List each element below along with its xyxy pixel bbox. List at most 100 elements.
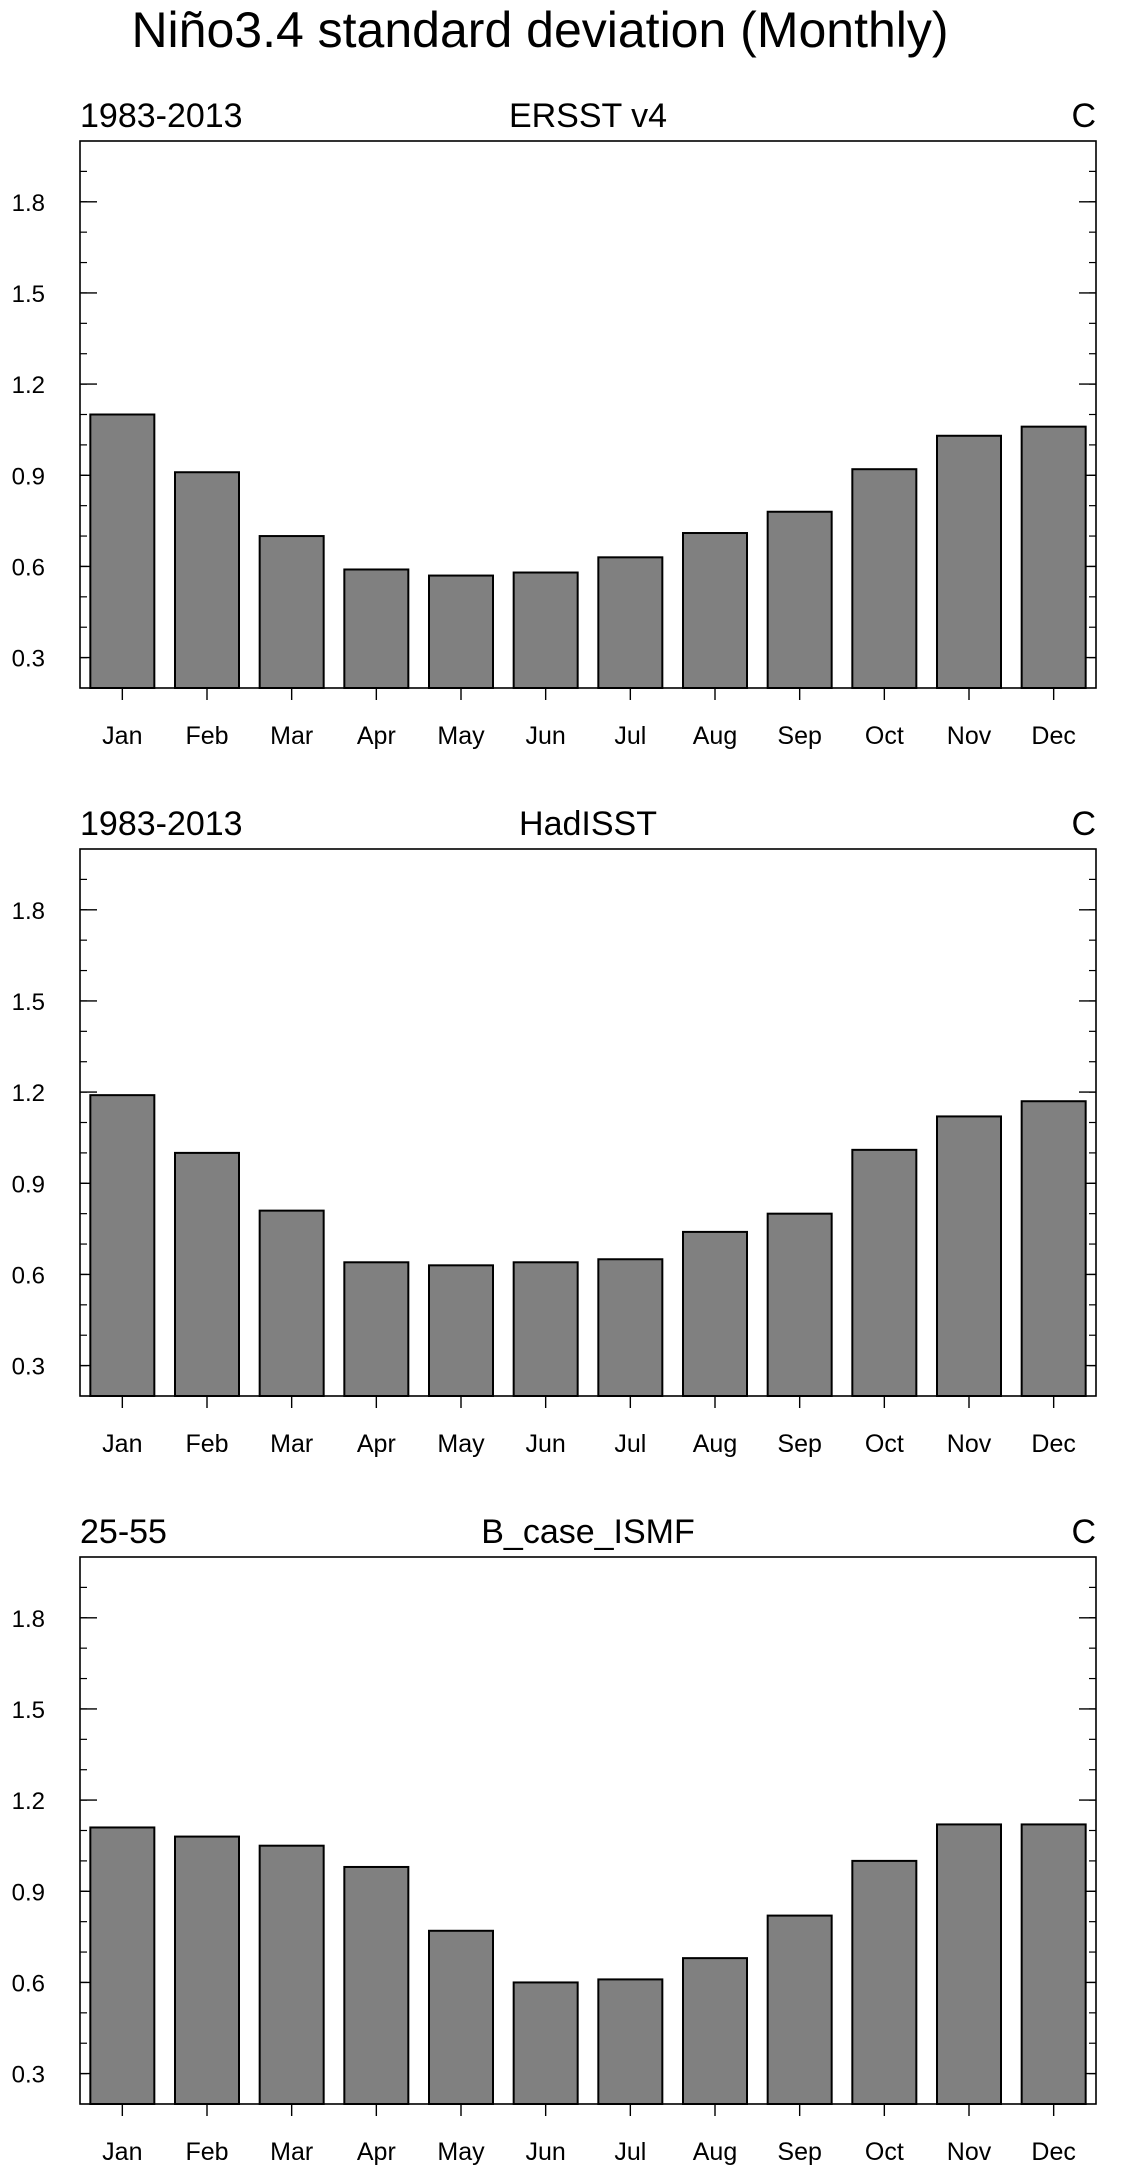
bar-jun [512, 1261, 579, 1398]
bar-dec [1020, 425, 1087, 689]
x-tick-label: Jan [102, 1430, 142, 1458]
bar-oct [851, 468, 918, 690]
bar-nov [936, 1823, 1002, 2106]
bar-dec [1020, 1100, 1087, 1397]
panel-units-label: C [1071, 805, 1096, 843]
y-tick-label: 1.2 [12, 1788, 45, 1815]
bar-oct [851, 1859, 918, 2106]
y-tick-label: 0.9 [12, 1171, 45, 1198]
plot-frame [79, 1556, 1097, 2105]
bar-feb [174, 1151, 240, 1398]
x-tick-label: Jan [102, 722, 142, 750]
bar-jun [512, 571, 579, 689]
x-tick-label: Jul [614, 2138, 646, 2166]
y-tick-label: 1.5 [12, 989, 45, 1016]
x-tick-label: Mar [270, 722, 313, 750]
y-tick-label: 0.3 [12, 2062, 45, 2089]
y-tick-label: 0.3 [12, 1354, 45, 1381]
y-tick-label: 1.2 [12, 1080, 45, 1107]
x-tick-label: May [437, 1430, 485, 1458]
x-tick-label: Oct [865, 1430, 904, 1458]
x-tick-label: Nov [947, 1430, 992, 1458]
x-tick-label: Dec [1031, 1430, 1075, 1458]
x-tick-label: Feb [185, 2138, 228, 2166]
bar-dec [1020, 1823, 1087, 2106]
bar-jun [512, 1981, 579, 2106]
x-tick-label: May [437, 722, 485, 750]
x-tick-label: Oct [865, 722, 904, 750]
bar-apr [343, 568, 410, 690]
x-tick-label: Mar [270, 1430, 313, 1458]
y-tick-label: 0.6 [12, 1970, 45, 1997]
y-tick-label: 1.2 [12, 372, 45, 399]
bar-sep [766, 510, 833, 689]
x-tick-label: Aug [693, 1430, 737, 1458]
bar-mar [258, 535, 325, 689]
bar-jan [89, 1826, 156, 2105]
figure-title: Niño3.4 standard deviation (Monthly) [131, 2, 948, 58]
bar-aug [682, 1230, 748, 1398]
panel-units-label: C [1071, 1513, 1096, 1551]
y-tick-label: 0.9 [12, 463, 45, 490]
x-tick-label: Mar [270, 2138, 313, 2166]
x-tick-label: Dec [1031, 722, 1075, 750]
x-tick-label: Jun [526, 1430, 566, 1458]
x-tick-label: May [437, 2138, 485, 2166]
bar-aug [682, 532, 748, 689]
x-tick-label: Feb [185, 1430, 228, 1458]
bar-jan [89, 1094, 156, 1398]
y-tick-label: 0.6 [12, 1262, 45, 1289]
x-tick-label: Sep [777, 722, 821, 750]
y-tick-label: 0.6 [12, 554, 45, 581]
bar-feb [174, 1835, 240, 2105]
bar-apr [343, 1261, 410, 1398]
x-tick-label: Jul [614, 722, 646, 750]
bar-may [428, 1264, 494, 1397]
x-tick-label: Aug [693, 2138, 737, 2166]
panel-title: HadISST [519, 805, 657, 843]
x-tick-label: Nov [947, 2138, 992, 2166]
panel-units-label: C [1071, 97, 1096, 135]
y-tick-label: 0.3 [12, 646, 45, 673]
plot-frame [79, 848, 1097, 1397]
x-tick-label: Aug [693, 722, 737, 750]
x-tick-label: Sep [777, 2138, 821, 2166]
x-tick-label: Sep [777, 1430, 821, 1458]
y-tick-label: 1.8 [12, 1606, 45, 1633]
bar-jul [597, 1978, 664, 2105]
bar-jul [597, 1258, 664, 1397]
y-tick-label: 0.9 [12, 1879, 45, 1906]
bar-oct [851, 1148, 918, 1397]
x-tick-label: Oct [865, 2138, 904, 2166]
panel-left-label: 1983-2013 [80, 97, 243, 135]
bar-nov [936, 1115, 1002, 1398]
bar-apr [343, 1865, 410, 2106]
y-tick-label: 1.8 [12, 190, 45, 217]
bar-feb [174, 471, 240, 689]
x-tick-label: Apr [357, 722, 396, 750]
panel-left-label: 1983-2013 [80, 805, 243, 843]
y-tick-label: 1.5 [12, 1697, 45, 1724]
x-tick-label: Jun [526, 722, 566, 750]
chart-panel-1: 1983-2013 ERSST v4 C 0.3 0.6 0.9 1.2 1.5 1.8 Jan F… [12, 97, 1097, 750]
y-tick-label: 1.8 [12, 898, 45, 925]
x-tick-label: Feb [185, 722, 228, 750]
bar-may [428, 574, 494, 689]
bar-sep [766, 1212, 833, 1397]
bar-mar [258, 1844, 325, 2105]
chart-panels: 1983-2013 ERSST v4 C 0.3 0.6 0.9 1.2 1.5 1.8 Jan F… [12, 97, 1097, 2166]
bar-mar [258, 1209, 325, 1398]
x-tick-label: Nov [947, 722, 992, 750]
panel-left-label: 25-55 [80, 1513, 167, 1551]
chart-panel-2: 1983-2013 HadISST C 0.3 0.6 0.9 1.2 1.5 1.8 Jan Fe… [12, 805, 1097, 1458]
plot-frame [79, 140, 1097, 689]
panel-title: B_case_ISMF [481, 1513, 695, 1551]
x-tick-label: Dec [1031, 2138, 1075, 2166]
bar-sep [766, 1914, 833, 2105]
chart-panel-3: 25-55 B_case_ISMF C 0.3 0.6 0.9 1.2 1.5 1.8 Jan Fe… [12, 1513, 1097, 2166]
bar-jan [89, 413, 156, 689]
y-tick-label: 1.5 [12, 281, 45, 308]
x-tick-label: Apr [357, 1430, 396, 1458]
x-tick-label: Jun [526, 2138, 566, 2166]
